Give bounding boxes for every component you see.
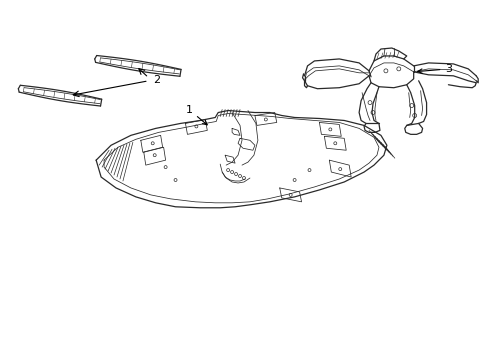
Text: 1: 1: [185, 104, 207, 125]
Text: 2: 2: [152, 75, 160, 85]
Text: 3: 3: [417, 64, 451, 74]
